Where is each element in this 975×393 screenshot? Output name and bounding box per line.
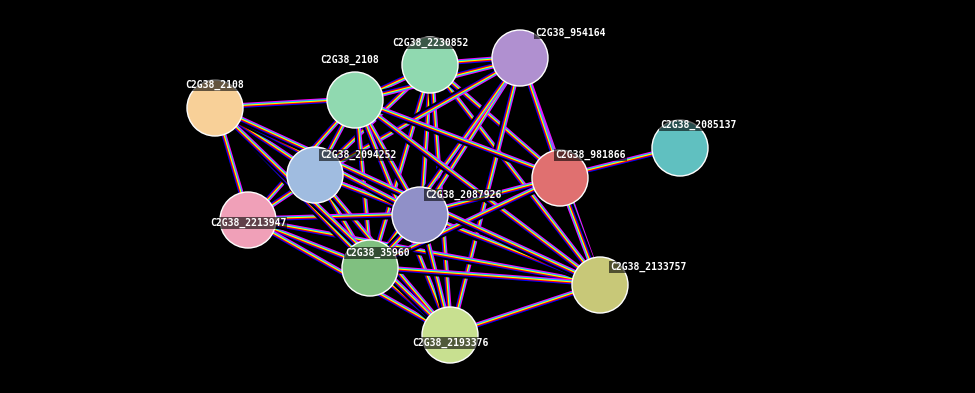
Ellipse shape	[422, 307, 478, 363]
Text: C2G38_2108: C2G38_2108	[185, 80, 244, 90]
Text: C2G38_2133757: C2G38_2133757	[610, 262, 686, 272]
Ellipse shape	[492, 30, 548, 86]
Text: C2G38_2213947: C2G38_2213947	[210, 218, 287, 228]
Text: C2G38_35960: C2G38_35960	[345, 248, 410, 258]
Text: C2G38_2085137: C2G38_2085137	[660, 120, 736, 130]
Text: C2G38_981866: C2G38_981866	[555, 150, 626, 160]
Ellipse shape	[402, 37, 458, 93]
Ellipse shape	[342, 240, 398, 296]
Text: C2G38_2193376: C2G38_2193376	[411, 338, 488, 348]
Ellipse shape	[327, 72, 383, 128]
Text: C2G38_2087926: C2G38_2087926	[425, 190, 501, 200]
Text: C2G38_2230852: C2G38_2230852	[392, 38, 468, 48]
Text: C2G38_2108: C2G38_2108	[321, 55, 379, 65]
Ellipse shape	[572, 257, 628, 313]
Ellipse shape	[392, 187, 448, 243]
Text: C2G38_954164: C2G38_954164	[535, 28, 605, 38]
Ellipse shape	[187, 80, 243, 136]
Ellipse shape	[652, 120, 708, 176]
Ellipse shape	[220, 192, 276, 248]
Ellipse shape	[532, 150, 588, 206]
Ellipse shape	[287, 147, 343, 203]
Text: C2G38_2094252: C2G38_2094252	[320, 150, 397, 160]
